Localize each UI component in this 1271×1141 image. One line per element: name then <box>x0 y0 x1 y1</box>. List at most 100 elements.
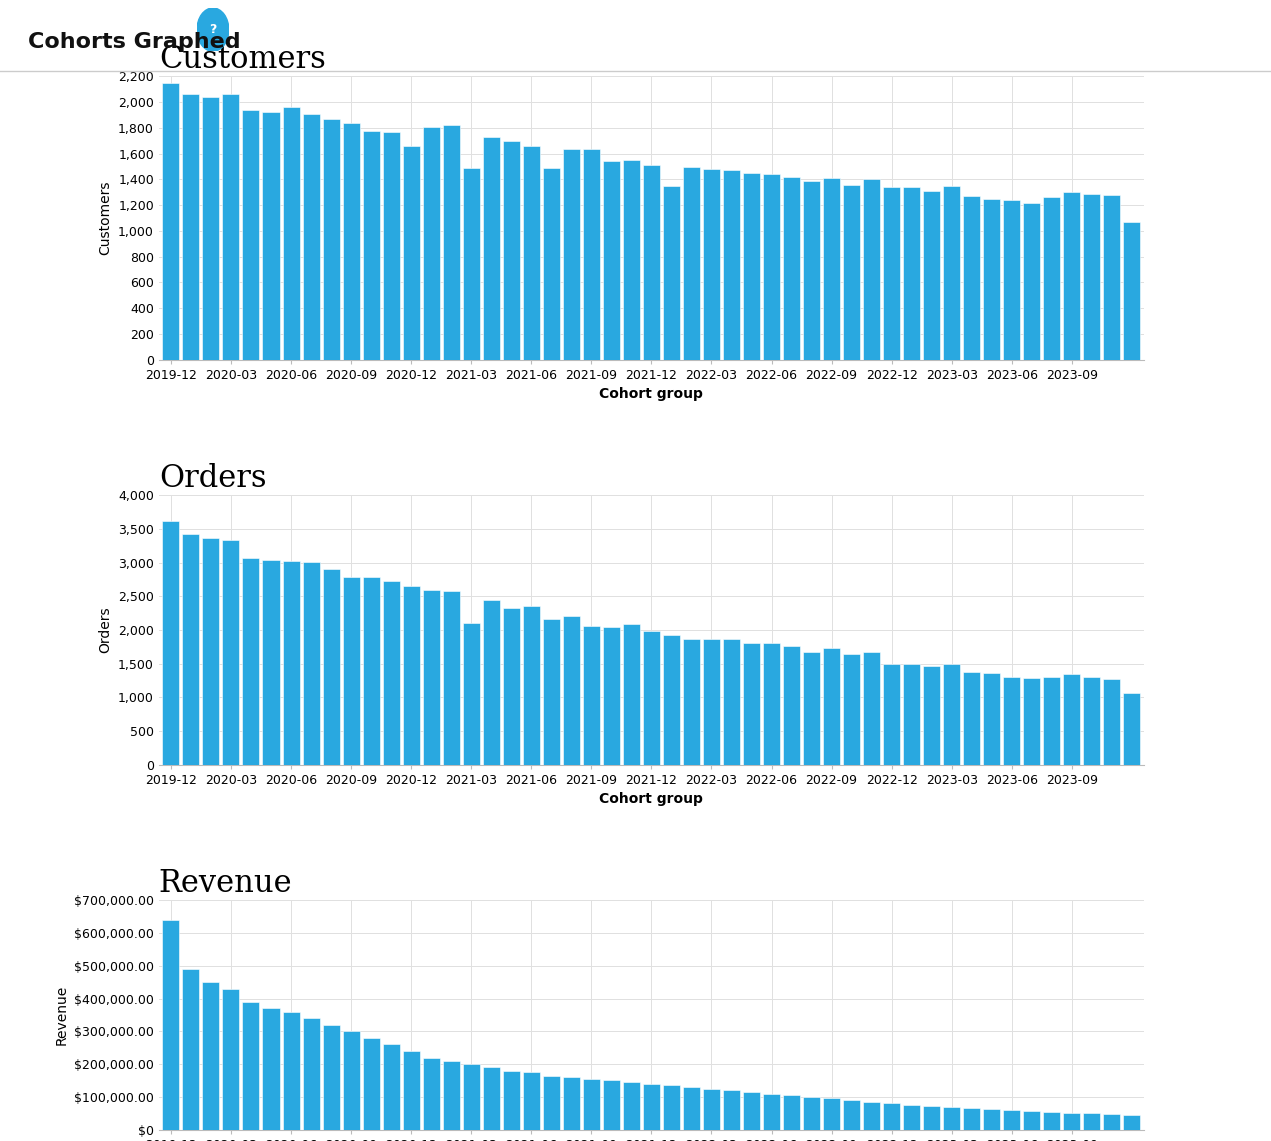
Bar <box>343 1031 360 1130</box>
Bar <box>843 1100 860 1130</box>
Bar <box>183 95 200 359</box>
Bar <box>1003 677 1021 764</box>
Bar <box>282 561 300 764</box>
Y-axis label: Orders: Orders <box>99 607 113 654</box>
Bar <box>824 1099 840 1130</box>
Bar <box>683 167 700 359</box>
Bar <box>663 1085 680 1130</box>
Bar <box>824 647 840 764</box>
Bar <box>302 1018 319 1130</box>
Bar <box>763 644 780 764</box>
Bar <box>1064 1112 1080 1130</box>
Bar <box>263 1009 280 1130</box>
Bar <box>602 626 620 764</box>
Bar <box>383 1044 399 1130</box>
Bar <box>863 1102 880 1130</box>
Bar <box>883 664 900 764</box>
Bar <box>222 989 239 1130</box>
Bar <box>1023 203 1040 359</box>
Bar <box>323 1025 339 1130</box>
Bar <box>623 160 639 359</box>
Bar <box>1103 679 1120 764</box>
Bar <box>843 185 860 359</box>
Bar <box>1124 221 1140 359</box>
Bar <box>362 130 380 359</box>
Text: Customers: Customers <box>159 44 325 75</box>
Bar <box>623 1082 639 1130</box>
Bar <box>744 642 760 764</box>
Bar <box>323 569 339 764</box>
Bar <box>963 196 980 359</box>
Bar <box>1083 677 1101 764</box>
Bar <box>923 191 941 359</box>
Bar <box>442 591 460 764</box>
Bar <box>904 187 920 359</box>
Bar <box>163 920 179 1130</box>
Bar <box>543 168 559 359</box>
Bar <box>403 586 419 764</box>
Bar <box>943 186 960 359</box>
Bar <box>1003 200 1021 359</box>
Bar <box>703 169 719 359</box>
Bar <box>943 1107 960 1130</box>
Text: ?: ? <box>210 23 216 37</box>
Bar <box>643 1084 660 1130</box>
Bar <box>904 1104 920 1130</box>
Bar <box>563 1077 580 1130</box>
Bar <box>803 652 820 764</box>
Bar <box>783 1095 799 1130</box>
Bar <box>183 534 200 764</box>
Bar <box>683 639 700 764</box>
Bar <box>222 541 239 764</box>
Bar <box>984 1109 1000 1130</box>
Bar <box>943 664 960 764</box>
Bar <box>963 1108 980 1130</box>
Bar <box>824 178 840 359</box>
Bar <box>1124 1115 1140 1130</box>
Bar <box>723 639 740 764</box>
Bar <box>1043 677 1060 764</box>
Bar <box>663 634 680 764</box>
Bar <box>763 1093 780 1130</box>
Bar <box>1064 674 1080 764</box>
Bar <box>843 654 860 764</box>
Bar <box>863 179 880 359</box>
Bar <box>1083 194 1101 359</box>
Bar <box>503 1070 520 1130</box>
Bar <box>503 140 520 359</box>
Bar <box>923 1106 941 1130</box>
Text: Revenue: Revenue <box>159 868 292 899</box>
Bar <box>883 187 900 359</box>
Bar <box>243 110 259 359</box>
Bar <box>403 146 419 359</box>
X-axis label: Cohort group: Cohort group <box>600 792 703 807</box>
Bar <box>483 600 500 764</box>
Bar <box>1043 1111 1060 1130</box>
Bar <box>723 170 740 359</box>
Bar <box>522 146 540 359</box>
Bar <box>183 969 200 1130</box>
Bar <box>803 1097 820 1130</box>
Bar <box>343 576 360 764</box>
Bar <box>442 126 460 359</box>
Bar <box>984 199 1000 359</box>
Bar <box>984 673 1000 764</box>
Bar <box>263 113 280 359</box>
Bar <box>1043 197 1060 359</box>
Bar <box>163 520 179 764</box>
Bar <box>463 168 479 359</box>
Bar <box>763 175 780 359</box>
Bar <box>202 97 220 359</box>
Bar <box>744 173 760 359</box>
Bar <box>282 107 300 359</box>
Bar <box>483 137 500 359</box>
Bar <box>442 1061 460 1130</box>
Text: Cohorts Graphed: Cohorts Graphed <box>28 32 240 52</box>
Bar <box>243 1002 259 1130</box>
Bar <box>163 83 179 359</box>
Bar <box>623 624 639 764</box>
Bar <box>803 180 820 359</box>
Bar <box>463 623 479 764</box>
Bar <box>563 616 580 764</box>
Bar <box>863 652 880 764</box>
